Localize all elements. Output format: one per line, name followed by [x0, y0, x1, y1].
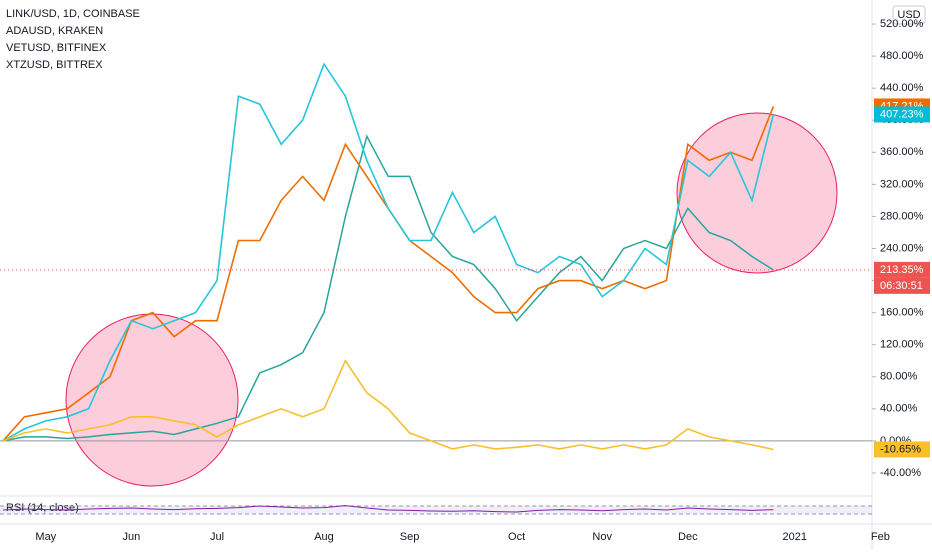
x-tick-label: Sep: [400, 531, 420, 543]
y-tick-label: 280.00%: [880, 210, 924, 222]
legend-entry: VETUSD, BITFINEX: [6, 42, 107, 54]
y-tick-label: 240.00%: [880, 242, 924, 254]
y-tick-label: 160.00%: [880, 307, 924, 319]
price-tag-label: 213.35%: [880, 264, 924, 276]
countdown-label: 06:30:51: [880, 280, 923, 292]
countdown-tag: [874, 277, 930, 294]
price-tag-label: -10.65%: [880, 443, 921, 455]
legend-entry: XTZUSD, BITTREX: [6, 59, 103, 71]
y-tick-label: 80.00%: [880, 371, 918, 383]
y-tick-label: -40.00%: [880, 467, 921, 479]
x-tick-label: Oct: [508, 531, 525, 543]
series-line: [2, 359, 774, 451]
rsi-line: [2, 505, 774, 513]
legend-entry: ADAUSD, KRAKEN: [6, 25, 103, 37]
y-tick-label: 360.00%: [880, 146, 924, 158]
highlight-circle: [65, 313, 239, 487]
x-tick-label: Dec: [678, 531, 698, 543]
currency-label: USD: [897, 9, 920, 21]
x-tick-label: Nov: [592, 531, 612, 543]
x-tick-label: Aug: [314, 531, 334, 543]
highlight-circle: [676, 112, 838, 274]
rsi-band: [0, 506, 872, 514]
legend-entry: LINK/USD, 1D, COINBASE: [6, 8, 140, 20]
x-tick-label: Jun: [123, 531, 141, 543]
y-tick-label: 40.00%: [880, 403, 918, 415]
x-tick-label: Jul: [210, 531, 224, 543]
x-tick-label: Feb: [871, 531, 890, 543]
series-line: [2, 62, 775, 442]
currency-button[interactable]: [892, 5, 926, 25]
series-line: [2, 134, 774, 442]
price-tag: [874, 261, 930, 278]
y-tick-label: 120.00%: [880, 339, 924, 351]
price-tag: [874, 441, 930, 458]
x-tick-label: May: [35, 531, 56, 543]
y-tick-label: 520.00%: [880, 18, 924, 30]
y-tick-label: 320.00%: [880, 178, 924, 190]
y-tick-label: 480.00%: [880, 50, 924, 62]
price-tag: [874, 106, 930, 123]
x-tick-label: 2021: [783, 531, 807, 543]
rsi-label: RSI (14, close): [6, 502, 79, 514]
y-tick-label: 440.00%: [880, 82, 924, 94]
price-tag-label: 407.23%: [880, 108, 924, 120]
